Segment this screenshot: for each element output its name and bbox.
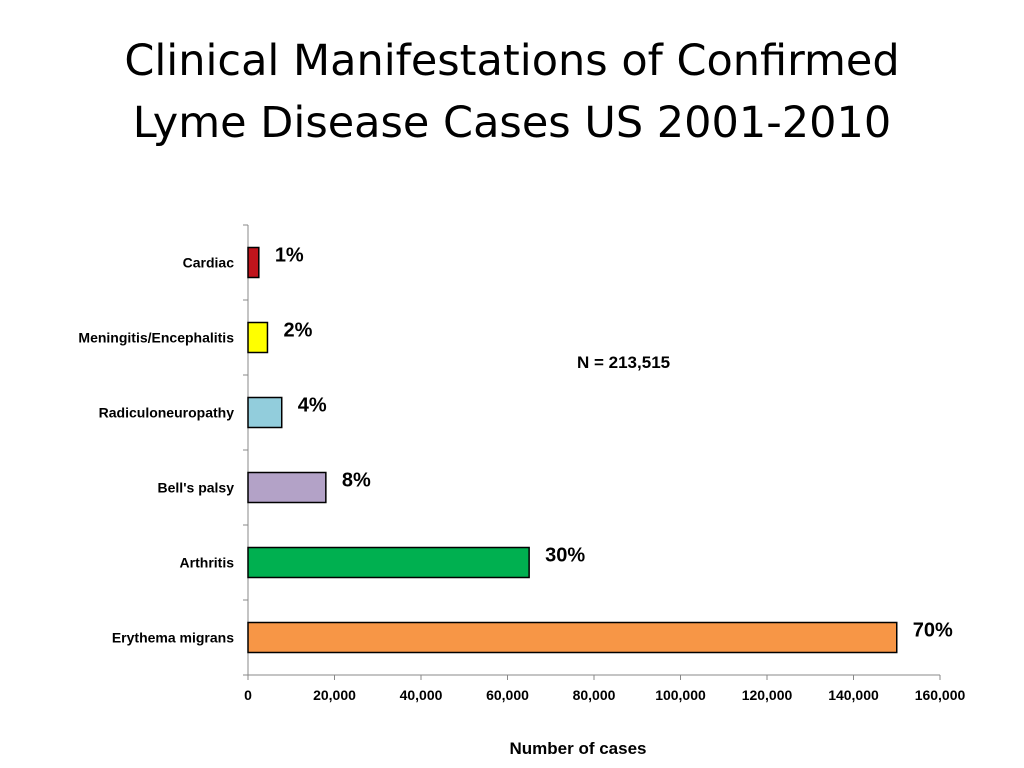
bar: [247, 471, 327, 504]
title-line-2: Lyme Disease Cases US 2001-2010: [132, 98, 892, 148]
category-label: Meningitis/Encephalitis: [78, 330, 234, 346]
slide-title: Clinical Manifestations of Confirmed Lym…: [0, 30, 1024, 154]
x-tick-label: 0: [244, 687, 252, 703]
x-tick-label: 120,000: [742, 687, 793, 703]
x-tick-label: 60,000: [486, 687, 529, 703]
data-label: 8%: [342, 470, 371, 492]
bar: [247, 621, 898, 654]
chart-axes: 0 20,000 40,000 60,000 80,000 100,000 120,000 1…: [243, 224, 966, 703]
data-label: 4%: [298, 395, 327, 417]
category-label: Bell's palsy: [158, 480, 235, 496]
data-label: 1%: [275, 245, 304, 267]
bar: [247, 396, 283, 429]
x-tick-label: 80,000: [573, 687, 616, 703]
title-line-1: Clinical Manifestations of Confirmed: [124, 36, 900, 86]
data-label: 2%: [283, 320, 312, 342]
x-tick-label: 100,000: [655, 687, 706, 703]
bar: [247, 321, 269, 354]
x-tick-label: 160,000: [915, 687, 966, 703]
bar: [247, 246, 260, 279]
x-tick-label: 20,000: [313, 687, 356, 703]
sample-size-annotation: N = 213,515: [577, 353, 670, 372]
x-tick-label: 40,000: [400, 687, 443, 703]
x-tick-label: 140,000: [828, 687, 879, 703]
bar: [247, 546, 530, 579]
category-label: Arthritis: [180, 555, 235, 571]
chart-labels: Cardiac 1% Meningitis/Encephalitis 2% Radicu…: [78, 245, 953, 646]
x-axis-label: Number of cases: [510, 739, 647, 758]
category-label: Radiculoneuropathy: [99, 405, 235, 421]
category-label: Cardiac: [183, 255, 235, 271]
data-label: 70%: [913, 620, 953, 642]
data-label: 30%: [545, 545, 585, 567]
category-label: Erythema migrans: [112, 630, 234, 646]
chart-bars: [247, 246, 898, 654]
